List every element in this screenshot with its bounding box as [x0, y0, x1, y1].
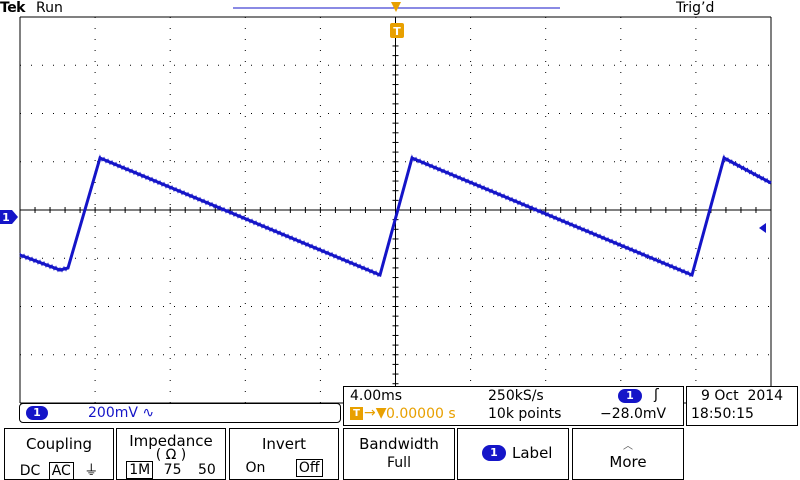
impedance-options: 1M 75 50	[117, 461, 225, 479]
acquisition-state: Run	[36, 0, 63, 16]
graticule	[19, 16, 772, 404]
ground-icon[interactable]: ⏚	[84, 463, 99, 479]
brand-logo: Tek	[0, 0, 26, 16]
trigger-source-badge: 1	[618, 389, 642, 403]
channel1-ground-marker[interactable]: 1	[0, 210, 18, 224]
trigger-marker-icon: T	[350, 407, 363, 420]
more-title: More	[609, 453, 647, 471]
coupling-option-ac[interactable]: AC	[48, 462, 74, 480]
channel1-scale: 200mV ∿	[88, 405, 154, 421]
invert-option-on[interactable]: On	[245, 460, 266, 476]
svg-text:T: T	[393, 25, 401, 38]
trigger-position: 0.00000 s	[386, 406, 456, 422]
arrow-icon: →▼	[364, 405, 387, 421]
channel1-waveform-noise	[19, 154, 770, 278]
bandwidth-value: Full	[387, 455, 411, 471]
menu-up-icon: ︿	[623, 441, 633, 452]
more-menu-button[interactable]: ︿ More	[572, 428, 684, 480]
trigger-position-marker[interactable]: T	[390, 2, 404, 38]
label-channel-badge: 1	[482, 445, 506, 461]
impedance-title: Impedance	[129, 432, 213, 450]
horizontal-readout[interactable]: 4.00ms 250kS/s 1 ʃ T →▼ 0.00000 s 10k po…	[343, 386, 684, 426]
invert-option-off[interactable]: Off	[295, 459, 323, 477]
date: 9 Oct 2014	[701, 388, 784, 404]
trigger-status: Trig’d	[676, 0, 715, 16]
channel1-scale-value: 200mV	[88, 405, 138, 421]
bandwidth-title: Bandwidth	[359, 435, 439, 453]
coupling-option-dc[interactable]: DC	[19, 463, 41, 479]
trigger-level-marker[interactable]	[759, 223, 766, 233]
impedance-option-50[interactable]: 50	[197, 462, 216, 478]
channel1-readout[interactable]: 1 200mV ∿	[19, 403, 341, 423]
trigger-level: −28.0mV	[600, 406, 667, 422]
sample-rate: 250kS/s	[488, 388, 544, 404]
impedance-option-1m[interactable]: 1M	[126, 461, 154, 479]
impedance-menu-button[interactable]: Impedance ( Ω ) 1M 75 50	[116, 428, 226, 480]
label-title: Label	[512, 444, 553, 462]
label-menu-button[interactable]: 1 Label	[457, 428, 569, 480]
time: 18:50:15	[691, 406, 754, 422]
record-length: 10k points	[488, 406, 562, 422]
invert-options: On Off	[230, 459, 338, 477]
impedance-option-75[interactable]: 75	[163, 462, 182, 478]
time-per-division: 4.00ms	[350, 388, 403, 404]
impedance-unit: ( Ω )	[155, 447, 187, 463]
coupling-options: DC AC ⏚	[5, 460, 113, 480]
bandwidth-menu-button[interactable]: Bandwidth Full	[343, 428, 455, 480]
invert-title: Invert	[261, 435, 307, 453]
channel1-badge: 1	[26, 406, 48, 420]
svg-text:1: 1	[2, 211, 10, 224]
coupling-menu-button[interactable]: Coupling DC AC ⏚	[4, 428, 114, 480]
rising-edge-icon: ʃ	[654, 387, 659, 403]
invert-menu-button[interactable]: Invert On Off	[229, 428, 339, 480]
date-time-readout: 9 Oct 2014 18:50:15	[686, 386, 798, 426]
coupling-title: Coupling	[25, 435, 93, 453]
ac-coupling-icon: ∿	[142, 405, 155, 421]
